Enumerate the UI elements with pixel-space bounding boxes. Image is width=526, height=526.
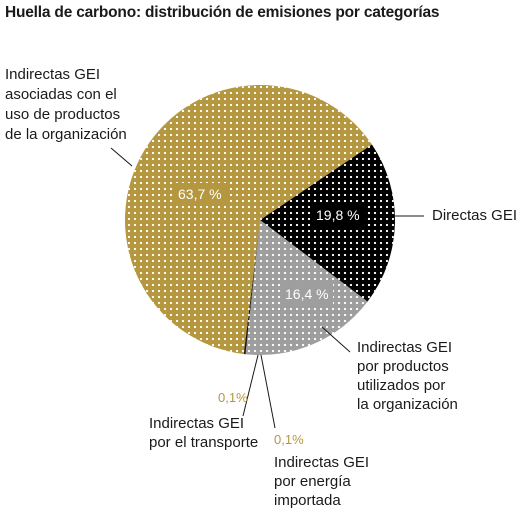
category-label-uso-productos: Indirectas GEI asociadas con el uso de p… bbox=[5, 66, 127, 143]
value-label-directas: 19,8 % bbox=[316, 207, 360, 223]
category-label-energia: Indirectas GEI por energía importada bbox=[274, 454, 373, 509]
slice-uso-productos-texture bbox=[124, 84, 372, 355]
category-label-directas: Directas GEI bbox=[432, 207, 517, 224]
label-bg-directas bbox=[312, 204, 364, 226]
value-label-productos-utilizados: 16,4 % bbox=[285, 286, 329, 302]
category-label-transporte: Indirectas GEI por el transporte bbox=[149, 415, 258, 451]
category-label-productos-utilizados: Indirectas GEI por productos utilizados … bbox=[357, 339, 458, 413]
label-bg-uso bbox=[174, 183, 230, 205]
slice-energia-texture bbox=[244, 220, 260, 355]
value-label-energia: 0,1% bbox=[274, 432, 304, 447]
leader-uso bbox=[110, 147, 133, 167]
leader-productos bbox=[321, 326, 351, 353]
chart-title: Huella de carbono: distribución de emisi… bbox=[5, 4, 440, 21]
value-label-transporte: 0,1% bbox=[218, 390, 248, 405]
value-label-uso-productos: 63,7 % bbox=[178, 186, 222, 202]
leader-transporte bbox=[242, 354, 259, 417]
label-bg-productos bbox=[281, 283, 333, 305]
slice-transporte-texture bbox=[243, 220, 260, 355]
leader-energia bbox=[260, 354, 276, 429]
